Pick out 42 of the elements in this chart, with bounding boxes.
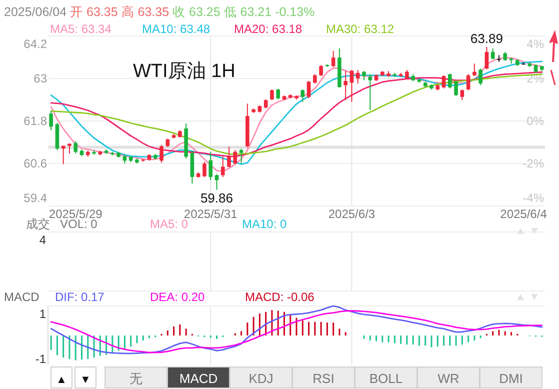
text: KDJ <box>248 371 274 386</box>
text: 高 63.35 <box>121 4 170 19</box>
text: 成交 <box>26 217 50 231</box>
text: MACD <box>179 371 218 386</box>
annotation: 59.86 <box>200 190 234 206</box>
text: MA10: 63.48 <box>142 22 210 36</box>
y-tick-label: 61.8 <box>24 114 48 128</box>
text: 4 <box>39 233 46 247</box>
y-tick-label: -1 <box>35 352 46 366</box>
text: BOLL <box>369 371 403 386</box>
x-tick-label: 2025/6/3 <box>328 207 376 221</box>
y-tick-label: 63 <box>34 72 48 86</box>
text: MA5: 63.34 <box>50 22 112 36</box>
text: WR <box>438 371 460 386</box>
text: DMI <box>499 371 523 386</box>
y-tick-label: 60.6 <box>24 156 48 170</box>
text: WTI原油 1H <box>133 61 236 82</box>
y-tick-label: 64.2 <box>24 37 48 51</box>
text: DEA: 0.20 <box>150 290 206 304</box>
text: ▲ <box>56 374 67 386</box>
y-tick-label: 1 <box>39 306 46 321</box>
text: -0.13% <box>275 5 315 19</box>
text: MA30: 63.12 <box>326 22 394 36</box>
text: 开 63.35 <box>70 5 118 19</box>
y2-tick-label: 4% <box>526 37 544 51</box>
text: DIF: 0.17 <box>55 290 105 304</box>
text: 低 63.21 <box>224 5 272 19</box>
annotation: 63.89 <box>470 30 503 46</box>
series-label: MACD: -0.06 <box>245 290 315 304</box>
x-tick-label: 2025/6/4 <box>500 207 548 221</box>
y2-tick-label: -4% <box>522 191 544 205</box>
text: RSI <box>312 371 334 386</box>
text: 无 <box>130 371 142 386</box>
text: MA20: 63.18 <box>234 22 302 36</box>
text: 2025/06/04 <box>4 5 67 19</box>
y-tick-label: 59.4 <box>24 191 48 205</box>
text: MA10: 0 <box>242 217 288 231</box>
chart-title: MACD <box>4 290 40 304</box>
y2-tick-label: 0% <box>526 114 544 128</box>
text: ▼ <box>80 374 91 386</box>
text: 收 63.25 <box>172 5 220 19</box>
y2-tick-label: -2% <box>522 156 544 170</box>
